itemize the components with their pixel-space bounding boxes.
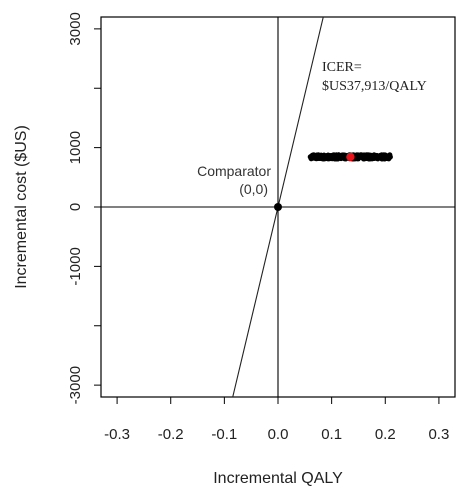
y-axis-title: Incremental cost ($US)	[13, 125, 30, 289]
simulation-point	[308, 156, 314, 162]
icer-label-line1: ICER=	[322, 60, 362, 75]
icer-label-line2: $US37,913/QALY	[322, 79, 427, 94]
y-tick-label: -3000	[67, 366, 84, 404]
simulation-point	[316, 153, 322, 159]
x-tick-label: 0.3	[428, 426, 449, 443]
y-tick-label: 1000	[67, 131, 84, 164]
x-axis-title: Incremental QALY	[213, 470, 343, 487]
y-axis-ticks: -3000 -1000 0 1000 3000	[67, 12, 101, 404]
simulation-point	[376, 154, 382, 160]
comparator-point	[274, 203, 282, 211]
x-tick-label: -0.1	[211, 426, 237, 443]
simulation-cloud	[307, 152, 393, 162]
y-tick-label: 3000	[67, 12, 84, 45]
mean-icer-point	[346, 152, 355, 162]
x-tick-label: 0.2	[375, 426, 396, 443]
x-tick-label: -0.2	[158, 426, 184, 443]
x-tick-label: 0.0	[268, 426, 289, 443]
simulation-point	[362, 155, 368, 161]
comparator-label-line2: (0,0)	[239, 181, 268, 197]
x-axis-ticks: -0.3 -0.2 -0.1 0.0 0.1 0.2 0.3	[104, 397, 449, 443]
simulation-point	[321, 155, 327, 161]
simulation-point	[342, 153, 348, 159]
x-tick-label: -0.3	[104, 426, 130, 443]
y-tick-label: 0	[67, 203, 84, 211]
simulation-point	[331, 153, 337, 160]
y-tick-label: -1000	[67, 247, 84, 285]
x-tick-label: 0.1	[321, 426, 342, 443]
simulation-point	[366, 156, 372, 162]
comparator-label-line1: Comparator	[197, 163, 271, 179]
simulation-point	[385, 153, 391, 159]
